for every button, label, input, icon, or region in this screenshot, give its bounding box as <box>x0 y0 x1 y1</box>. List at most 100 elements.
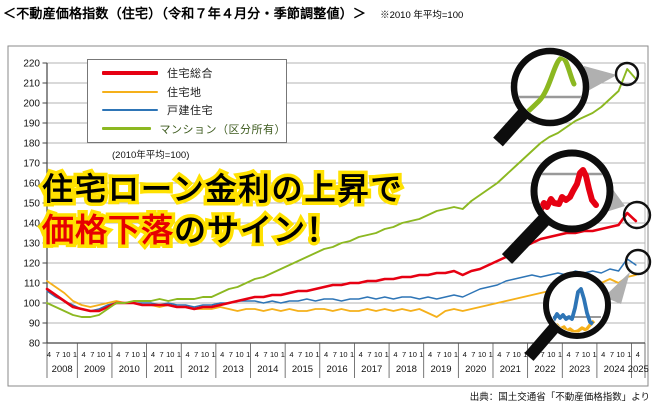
legend-note: (2010年平均=100) <box>112 150 190 161</box>
svg-text:4: 4 <box>82 350 86 359</box>
svg-text:10: 10 <box>478 350 486 359</box>
svg-text:10: 10 <box>547 350 555 359</box>
svg-text:2014: 2014 <box>257 364 278 375</box>
svg-text:7: 7 <box>159 350 163 359</box>
svg-text:7: 7 <box>229 350 233 359</box>
svg-text:4: 4 <box>497 350 501 359</box>
svg-text:2023: 2023 <box>569 364 590 375</box>
svg-text:10: 10 <box>374 350 382 359</box>
svg-text:10: 10 <box>235 350 243 359</box>
svg-text:2022: 2022 <box>534 364 555 375</box>
svg-text:1: 1 <box>211 350 215 359</box>
magnifier-kodate-icon <box>524 271 611 361</box>
page-title: ＜不動産価格指数（住宅）（令和７年４月分・季節調整値）＞ <box>3 6 367 21</box>
svg-text:7: 7 <box>610 350 614 359</box>
svg-text:7: 7 <box>333 350 337 359</box>
svg-text:10: 10 <box>97 350 105 359</box>
title-row: ＜不動産価格指数（住宅）（令和７年４月分・季節調整値）＞ ※2010 年平均=1… <box>3 3 463 22</box>
svg-text:10: 10 <box>616 350 624 359</box>
title-note: ※2010 年平均=100 <box>380 10 464 21</box>
svg-text:2017: 2017 <box>361 364 382 375</box>
svg-text:10: 10 <box>305 350 313 359</box>
svg-text:4: 4 <box>220 350 224 359</box>
overlay-headline-line1: 住宅ローン金利の上昇で 住宅ローン金利の上昇で <box>38 169 404 211</box>
svg-text:1: 1 <box>627 350 631 359</box>
svg-text:1: 1 <box>142 350 146 359</box>
svg-text:210: 210 <box>23 79 40 90</box>
svg-text:2012: 2012 <box>188 364 209 375</box>
svg-text:220: 220 <box>23 59 40 70</box>
svg-text:1: 1 <box>177 350 181 359</box>
legend-item-label: 住宅地 <box>167 86 202 99</box>
svg-text:4: 4 <box>289 350 293 359</box>
highlight-circle-mansion <box>614 61 640 87</box>
svg-text:4: 4 <box>185 350 189 359</box>
series-line-mansion <box>46 68 637 318</box>
overlay-line2-text: 価格下落のサイン！ <box>42 212 339 248</box>
legend-item-label: マンション（区分所有） <box>159 123 286 136</box>
svg-text:10: 10 <box>270 350 278 359</box>
magnifier-handle <box>524 323 560 361</box>
svg-text:7: 7 <box>263 350 267 359</box>
svg-text:4: 4 <box>151 350 155 359</box>
svg-text:1: 1 <box>558 350 562 359</box>
svg-text:7: 7 <box>367 350 371 359</box>
legend-item-label: 戸建住宅 <box>167 105 213 118</box>
magnifier-mansion-icon <box>493 47 590 147</box>
highlight-circle-kodate <box>624 248 652 276</box>
svg-text:110: 110 <box>24 279 40 290</box>
legend-item-label: 住宅総合 <box>167 68 213 81</box>
svg-text:190: 190 <box>23 119 40 130</box>
callout-wedge-mansion <box>584 66 617 93</box>
svg-text:2010: 2010 <box>119 364 140 375</box>
magnifier-handle <box>501 214 551 264</box>
magnifier-lens-content <box>517 55 583 120</box>
svg-text:1: 1 <box>489 350 493 359</box>
overlay-line2-highlight: 価格下落 <box>42 212 175 248</box>
svg-text:7: 7 <box>575 350 579 359</box>
svg-text:4: 4 <box>567 350 571 359</box>
svg-text:2013: 2013 <box>223 364 244 375</box>
highlight-circle-sogo <box>622 200 652 230</box>
svg-text:4: 4 <box>324 350 328 359</box>
legend-item-sogo: 住宅総合 <box>102 65 286 81</box>
svg-text:4: 4 <box>359 350 363 359</box>
svg-text:4: 4 <box>463 350 467 359</box>
svg-text:4: 4 <box>47 350 51 359</box>
svg-text:2008: 2008 <box>52 364 73 375</box>
svg-text:1: 1 <box>73 350 77 359</box>
svg-text:2024: 2024 <box>604 364 625 375</box>
svg-text:90: 90 <box>29 319 41 330</box>
svg-text:10: 10 <box>339 350 347 359</box>
legend-box: 住宅総合住宅地戸建住宅マンション（区分所有） <box>87 59 287 143</box>
svg-text:1: 1 <box>523 350 527 359</box>
svg-text:10: 10 <box>166 350 174 359</box>
svg-text:7: 7 <box>125 350 129 359</box>
series-line-sogo <box>45 211 638 313</box>
svg-text:4: 4 <box>116 350 120 359</box>
svg-text:10: 10 <box>512 350 520 359</box>
svg-text:1: 1 <box>108 350 112 359</box>
svg-text:2016: 2016 <box>327 364 348 375</box>
svg-text:4: 4 <box>428 350 432 359</box>
svg-text:10: 10 <box>131 350 139 359</box>
legend-item-land: 住宅地 <box>102 84 286 100</box>
svg-text:1: 1 <box>281 350 285 359</box>
svg-text:4: 4 <box>601 350 605 359</box>
svg-text:4: 4 <box>636 350 640 359</box>
svg-text:2019: 2019 <box>430 364 451 375</box>
svg-text:7: 7 <box>471 350 475 359</box>
svg-text:10: 10 <box>201 350 209 359</box>
callout-wedge-kodate <box>604 272 630 304</box>
x-axis: 4 7 10 1 4 7 10 1 4 7 10 1 4 7 10 1 4 7 10 1 4 7 10 1 4 7 10 1 4 7 10 1… <box>46 342 649 378</box>
svg-text:80: 80 <box>29 339 41 350</box>
svg-text:7: 7 <box>90 350 94 359</box>
svg-text:7: 7 <box>298 350 302 359</box>
series-line-kodate <box>46 258 637 312</box>
svg-text:1: 1 <box>454 350 458 359</box>
svg-text:7: 7 <box>541 350 545 359</box>
legend-line-sample <box>102 71 158 76</box>
svg-text:170: 170 <box>23 159 40 170</box>
svg-text:2020: 2020 <box>465 364 486 375</box>
